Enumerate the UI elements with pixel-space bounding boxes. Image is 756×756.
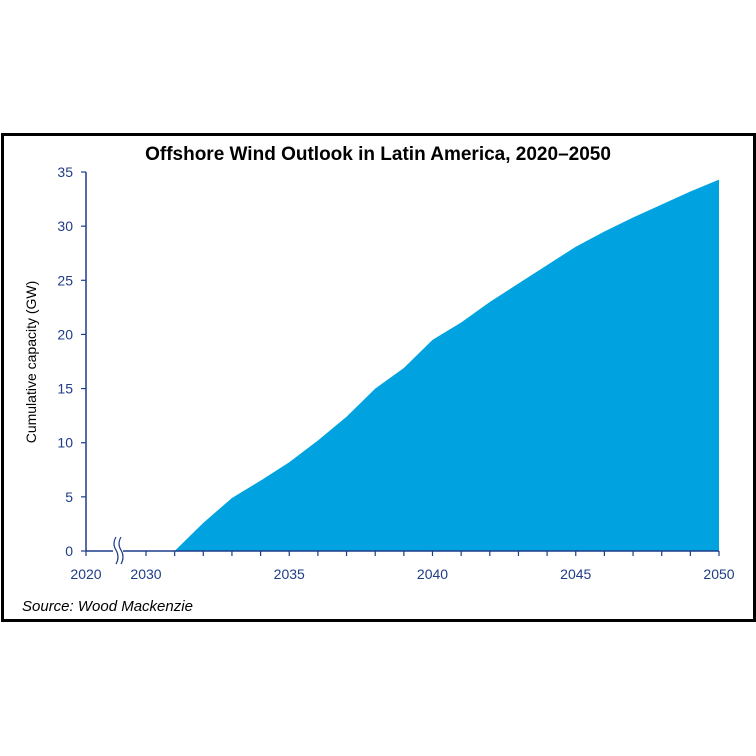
axis-break-gap xyxy=(113,538,123,564)
x-tick-label: 2020 xyxy=(70,566,101,582)
x-tick-label: 2040 xyxy=(417,566,448,582)
chart-title: Offshore Wind Outlook in Latin America, … xyxy=(145,144,611,165)
source-note: Source: Wood Mackenzie xyxy=(22,598,193,615)
axis-break-mark xyxy=(118,536,124,565)
y-tick-label: 0 xyxy=(65,543,73,559)
y-tick-label: 5 xyxy=(65,489,73,505)
y-tick-label: 25 xyxy=(57,272,73,288)
y-axis-label: Cumulative capacity (GW) xyxy=(23,281,39,444)
x-tick-label: 2045 xyxy=(560,566,591,582)
y-tick-label: 20 xyxy=(57,326,73,342)
y-tick-label: 10 xyxy=(57,435,73,451)
x-tick-label: 2050 xyxy=(703,566,734,582)
x-tick-label: 2035 xyxy=(274,566,305,582)
axis-break-mark xyxy=(113,536,119,565)
x-tick-label: 2030 xyxy=(130,566,161,582)
y-tick-label: 30 xyxy=(57,218,73,234)
y-tick-label: 35 xyxy=(57,164,73,180)
y-tick-label: 15 xyxy=(57,381,73,397)
area-series xyxy=(174,179,719,551)
